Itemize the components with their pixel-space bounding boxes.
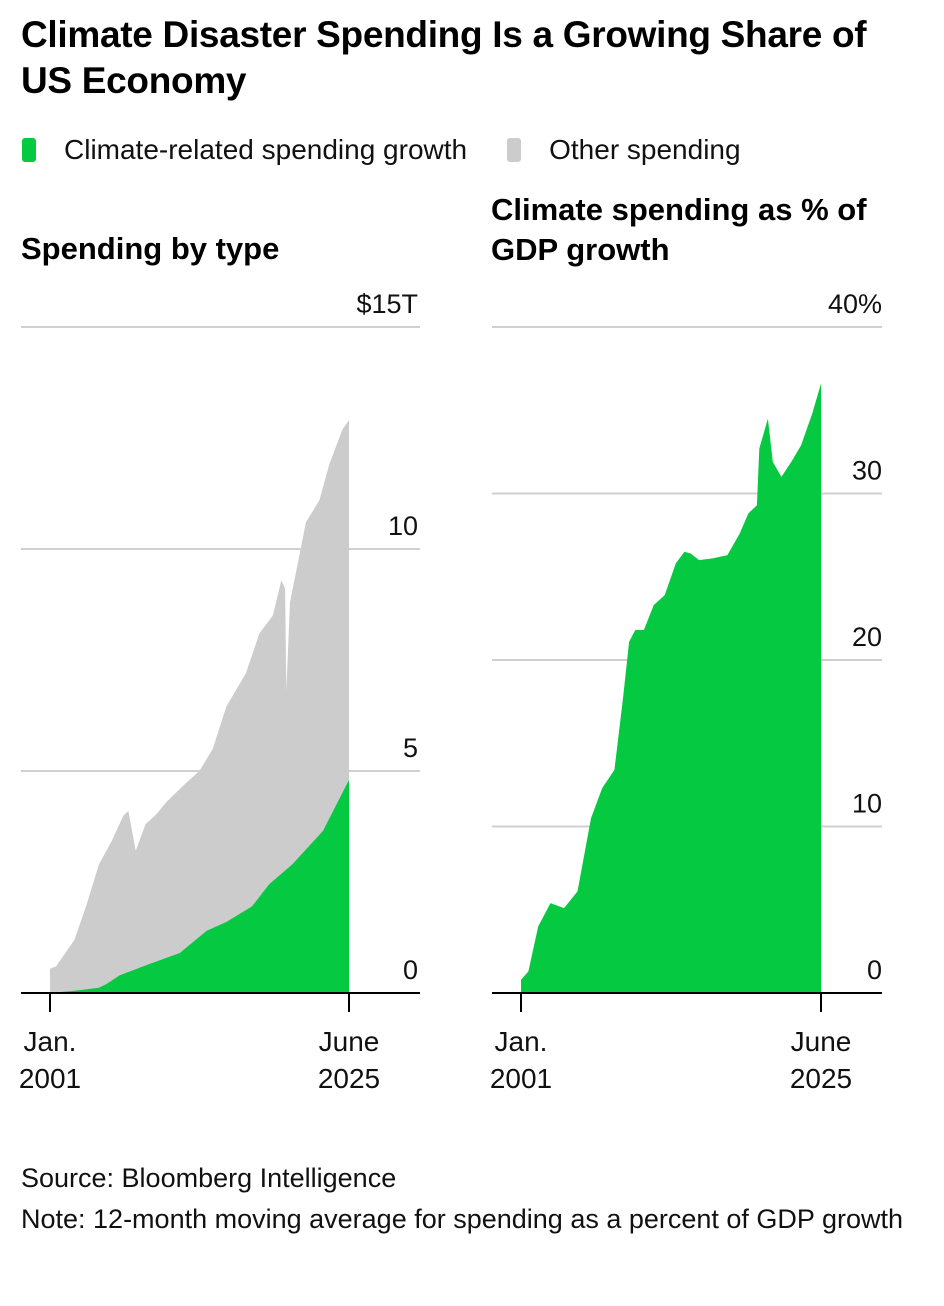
- legend-swatch-other: [507, 138, 522, 162]
- right-y-tick-label: 10: [852, 789, 882, 819]
- left-y-tick-label: 5: [403, 733, 418, 763]
- left-x-tick-label: Jan.: [24, 1026, 77, 1057]
- left-y-tick-label: $15T: [356, 289, 418, 319]
- left-y-tick-label: 10: [388, 511, 418, 541]
- right-x-tick-label: 2025: [790, 1063, 852, 1094]
- left-y-tick-label: 0: [403, 955, 418, 985]
- left-area-total: [50, 420, 349, 993]
- left-x-tick-label: 2025: [318, 1063, 380, 1094]
- source-note: Source: Bloomberg Intelligence: [21, 1163, 397, 1193]
- left-x-tick-label: 2001: [19, 1063, 81, 1094]
- right-y-tick-label: 30: [852, 456, 882, 486]
- right-y-tick-label: 20: [852, 622, 882, 652]
- legend-swatch-climate: [22, 138, 36, 162]
- right-x-tick-label: June: [791, 1026, 852, 1057]
- legend-label-climate: Climate-related spending growth: [64, 134, 468, 165]
- legend: Climate-related spending growth Other sp…: [22, 130, 781, 170]
- left-chart-title: Spending by type: [21, 231, 280, 266]
- right-x-tick-label: 2001: [490, 1063, 552, 1094]
- left-area-primary: [50, 779, 349, 993]
- right-y-tick-label: 40%: [828, 289, 882, 319]
- right-x-tick-label: Jan.: [495, 1026, 548, 1057]
- legend-label-other: Other spending: [549, 134, 741, 165]
- right-y-tick-label: 0: [867, 955, 882, 985]
- footer: Source: Bloomberg Intelligence Note: 12-…: [21, 1158, 921, 1240]
- chart-title: Climate Disaster Spending Is a Growing S…: [21, 14, 867, 101]
- right-area-primary: [521, 383, 821, 994]
- left-x-tick-label: June: [319, 1026, 380, 1057]
- right-chart-title: Climate spending as % of GDP growth: [491, 192, 867, 267]
- charts-canvas: 0 5 10 $15T Jan. 2001 June 2025 0 10 20 30 40% Jan. 20…: [19, 289, 882, 1094]
- footnote: Note: 12-month moving average for spendi…: [21, 1204, 903, 1234]
- legend-item-climate: Climate-related spending growth: [22, 134, 467, 166]
- legend-item-other: Other spending: [507, 134, 741, 166]
